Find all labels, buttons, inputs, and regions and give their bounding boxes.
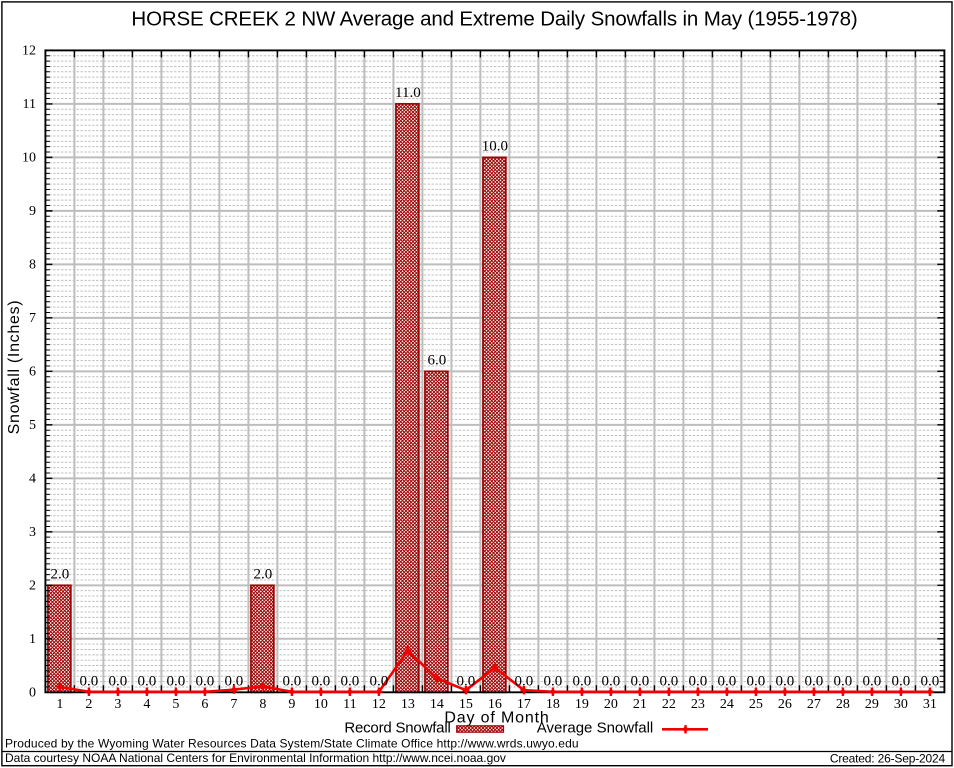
- svg-text:11: 11: [23, 97, 36, 112]
- svg-text:5: 5: [172, 697, 179, 712]
- svg-text:0.0: 0.0: [167, 673, 186, 689]
- svg-text:4: 4: [29, 472, 36, 487]
- svg-text:0.0: 0.0: [283, 673, 302, 689]
- svg-text:19: 19: [575, 697, 589, 712]
- svg-text:0.0: 0.0: [109, 673, 128, 689]
- svg-text:0.0: 0.0: [631, 673, 650, 689]
- svg-text:9: 9: [29, 204, 36, 219]
- svg-text:HORSE CREEK 2 NW Average and E: HORSE CREEK 2 NW Average and Extreme Dai…: [131, 8, 857, 31]
- svg-text:28: 28: [836, 697, 850, 712]
- svg-text:0.0: 0.0: [602, 673, 621, 689]
- svg-text:0.0: 0.0: [921, 673, 940, 689]
- svg-text:10: 10: [22, 151, 36, 166]
- svg-text:2: 2: [85, 697, 92, 712]
- svg-text:9: 9: [288, 697, 295, 712]
- svg-text:0.0: 0.0: [312, 673, 331, 689]
- svg-text:22: 22: [662, 697, 676, 712]
- svg-text:0: 0: [29, 686, 36, 701]
- svg-text:2.0: 2.0: [51, 567, 70, 583]
- svg-text:0.0: 0.0: [718, 673, 737, 689]
- svg-text:26: 26: [778, 697, 792, 712]
- svg-text:13: 13: [401, 697, 415, 712]
- svg-text:6.0: 6.0: [428, 353, 447, 369]
- svg-text:27: 27: [807, 697, 821, 712]
- svg-text:Produced by the Wyoming Water: Produced by the Wyoming Water Resources …: [5, 737, 579, 751]
- svg-text:16: 16: [488, 697, 502, 712]
- svg-text:Average Snowfall: Average Snowfall: [537, 720, 653, 737]
- svg-text:0.0: 0.0: [341, 673, 360, 689]
- svg-text:6: 6: [29, 365, 36, 380]
- svg-text:17: 17: [517, 697, 531, 712]
- svg-text:25: 25: [749, 697, 763, 712]
- svg-text:0.0: 0.0: [196, 673, 215, 689]
- svg-text:21: 21: [633, 697, 647, 712]
- svg-text:18: 18: [546, 697, 560, 712]
- svg-text:Day of Month: Day of Month: [444, 710, 549, 727]
- svg-text:30: 30: [894, 697, 908, 712]
- svg-text:20: 20: [604, 697, 618, 712]
- svg-text:0.0: 0.0: [863, 673, 882, 689]
- svg-text:4: 4: [143, 697, 150, 712]
- svg-text:11.0: 11.0: [395, 85, 421, 101]
- svg-text:8: 8: [29, 258, 36, 273]
- svg-text:24: 24: [720, 697, 734, 712]
- svg-text:0.0: 0.0: [370, 673, 389, 689]
- svg-text:12: 12: [372, 697, 386, 712]
- svg-text:0.0: 0.0: [776, 673, 795, 689]
- svg-text:12: 12: [22, 44, 36, 59]
- svg-text:23: 23: [691, 697, 705, 712]
- svg-text:15: 15: [459, 697, 473, 712]
- svg-text:Record Snowfall: Record Snowfall: [344, 720, 450, 737]
- svg-text:0.0: 0.0: [80, 673, 99, 689]
- svg-text:Created: 26-Sep-2024: Created: 26-Sep-2024: [830, 752, 946, 766]
- svg-text:6: 6: [201, 697, 208, 712]
- svg-text:31: 31: [923, 697, 937, 712]
- svg-text:0.0: 0.0: [138, 673, 157, 689]
- svg-text:1: 1: [56, 697, 63, 712]
- svg-text:0.0: 0.0: [689, 673, 708, 689]
- svg-text:8: 8: [259, 697, 266, 712]
- svg-text:0.0: 0.0: [544, 673, 563, 689]
- svg-text:0.0: 0.0: [573, 673, 592, 689]
- svg-text:3: 3: [114, 697, 121, 712]
- svg-text:0.0: 0.0: [805, 673, 824, 689]
- svg-text:0.0: 0.0: [747, 673, 766, 689]
- svg-text:Data courtesy NOAA National Ce: Data courtesy NOAA National Centers for …: [5, 751, 506, 765]
- svg-text:3: 3: [29, 525, 36, 540]
- svg-text:2: 2: [29, 579, 36, 594]
- svg-text:29: 29: [865, 697, 879, 712]
- svg-text:0.0: 0.0: [660, 673, 679, 689]
- svg-text:7: 7: [230, 697, 237, 712]
- svg-text:0.0: 0.0: [225, 673, 244, 689]
- svg-text:2.0: 2.0: [254, 567, 273, 583]
- svg-text:0.0: 0.0: [515, 673, 534, 689]
- svg-text:10.0: 10.0: [482, 139, 508, 155]
- svg-text:14: 14: [430, 697, 444, 712]
- svg-text:0.0: 0.0: [892, 673, 911, 689]
- svg-text:Snowfall (Inches): Snowfall (Inches): [6, 300, 23, 435]
- svg-text:10: 10: [314, 697, 328, 712]
- svg-text:11: 11: [343, 697, 356, 712]
- svg-text:1: 1: [29, 632, 36, 647]
- svg-text:5: 5: [29, 418, 36, 433]
- svg-text:0.0: 0.0: [457, 673, 476, 689]
- svg-text:0.0: 0.0: [834, 673, 853, 689]
- svg-text:7: 7: [29, 311, 36, 326]
